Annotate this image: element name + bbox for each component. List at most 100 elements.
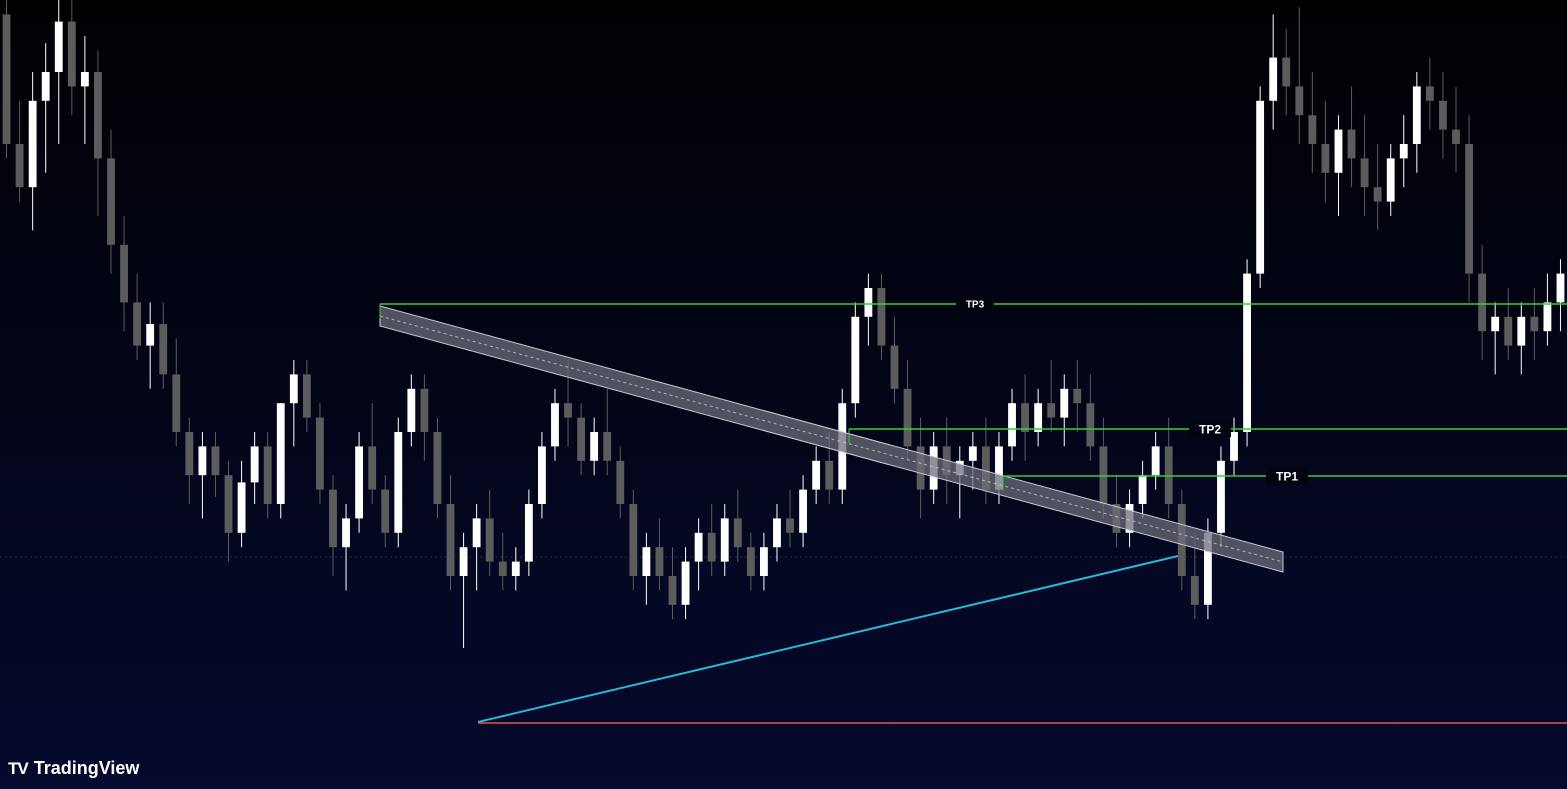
candle: [1543, 273, 1552, 346]
candle: [1478, 244, 1487, 360]
candle: [355, 432, 364, 533]
candle: [368, 403, 377, 504]
candle: [41, 43, 50, 173]
candle: [746, 532, 755, 591]
candle: [172, 338, 181, 447]
candle: [185, 417, 194, 504]
candle: [67, 0, 76, 116]
candle: [1439, 72, 1447, 159]
candle: [1021, 374, 1029, 461]
candle: [577, 403, 586, 476]
candle: [903, 360, 912, 461]
candle: [629, 489, 638, 591]
candle: [316, 403, 324, 504]
candle: [1164, 417, 1173, 519]
candle: [498, 532, 507, 591]
candle: [1099, 417, 1108, 519]
candle: [616, 446, 625, 519]
candle: [655, 518, 664, 591]
candle: [551, 388, 559, 461]
candle: [851, 302, 860, 418]
candle: [15, 100, 24, 202]
candle: [54, 0, 63, 144]
tradingview-icon: TV: [8, 758, 29, 778]
candle: [1530, 288, 1539, 360]
candle: [1399, 115, 1408, 188]
candle: [1373, 144, 1382, 231]
candle: [524, 489, 533, 576]
candle: [786, 489, 794, 548]
candle: [1556, 259, 1565, 332]
candle: [329, 475, 337, 576]
candle: [1360, 115, 1369, 216]
candle: [1138, 460, 1147, 519]
candle: [381, 475, 390, 548]
candle: [590, 417, 599, 476]
candle: [420, 374, 429, 461]
logo-text: TradingView: [33, 758, 140, 778]
candle: [1034, 388, 1043, 447]
candle: [472, 504, 481, 591]
candle: [1386, 144, 1395, 216]
candle: [263, 432, 272, 519]
candle: [211, 432, 220, 497]
candle: [1230, 417, 1238, 476]
ascending-support-line: [477, 555, 1179, 723]
candle: [250, 432, 259, 504]
candle: [681, 547, 690, 620]
candle: [694, 518, 703, 591]
descending-channel: [379, 305, 1284, 573]
candle: [1347, 86, 1356, 188]
candle: [1308, 72, 1317, 173]
level-label-bg: [1189, 421, 1231, 437]
candle: [407, 374, 416, 447]
candle: [812, 446, 821, 504]
candle: [2, 0, 11, 159]
level-label-tp2: TP2: [1199, 422, 1221, 436]
candle: [1295, 7, 1304, 144]
candle: [603, 388, 612, 476]
candle: [1321, 100, 1330, 202]
candle: [877, 273, 886, 360]
tradingview-logo[interactable]: TV TradingView: [8, 758, 139, 779]
candle: [1465, 115, 1473, 303]
candle: [1269, 14, 1278, 130]
candle: [133, 273, 142, 360]
level-label-bg: [956, 297, 994, 311]
candle: [80, 36, 89, 144]
candle: [289, 360, 298, 447]
candle: [1217, 446, 1225, 548]
level-label-tp1: TP1: [1276, 469, 1298, 483]
candle: [1256, 86, 1265, 288]
candle: [342, 504, 350, 591]
candle: [864, 273, 873, 346]
candle: [159, 302, 168, 389]
candle: [224, 460, 233, 562]
candle: [1060, 374, 1069, 447]
candle: [485, 489, 494, 576]
candle: [1334, 115, 1343, 216]
candle: [107, 129, 115, 274]
candle: [511, 547, 520, 591]
candle: [94, 50, 102, 216]
candle: [759, 532, 768, 591]
candle: [1517, 302, 1526, 375]
candle: [773, 504, 781, 562]
candle: [799, 475, 808, 548]
candle: [1047, 360, 1056, 432]
level-label-bg: [1266, 468, 1308, 484]
candle: [538, 432, 546, 519]
candle: [459, 532, 468, 648]
candle: [446, 475, 455, 591]
candle: [198, 432, 207, 519]
candle: [720, 504, 729, 576]
candle: [120, 216, 128, 332]
candle: [1151, 432, 1160, 490]
candle: [668, 547, 677, 620]
candle: [1412, 72, 1421, 173]
level-label-tp3: TP3: [966, 300, 985, 311]
candle: [1491, 302, 1500, 375]
candle: [733, 489, 742, 562]
